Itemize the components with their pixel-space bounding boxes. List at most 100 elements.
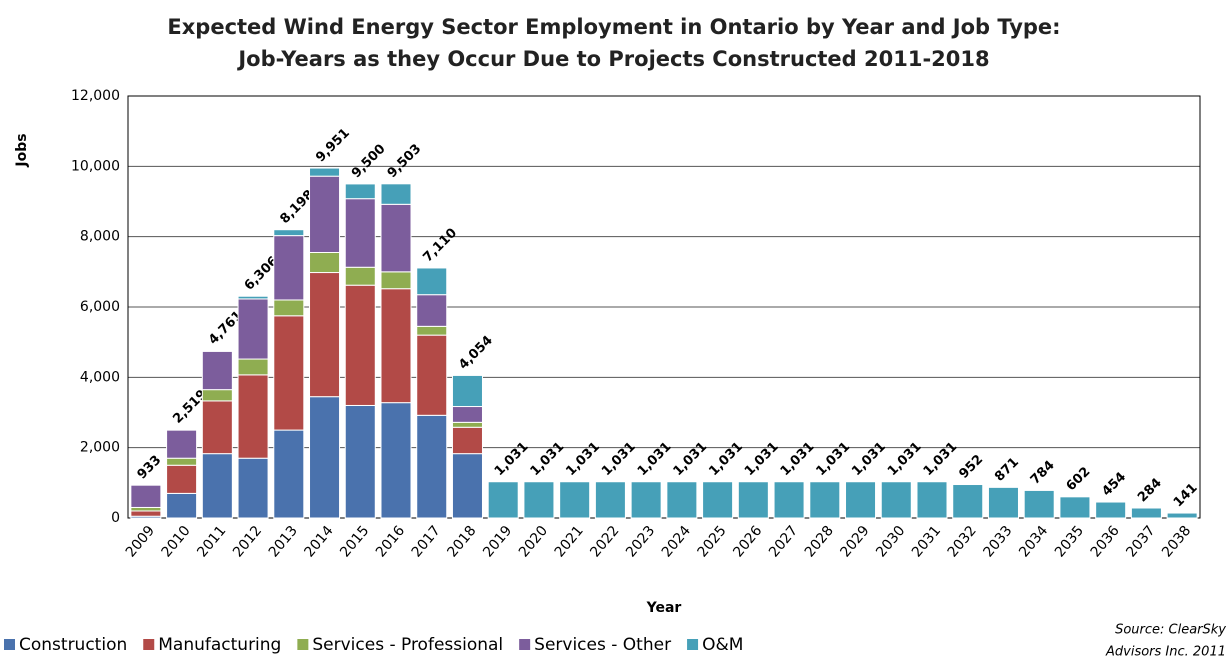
plot-border [127,95,1201,519]
bar-segment [201,389,233,402]
x-tick-label: 2029 [837,523,872,561]
x-tick-label: 2034 [1016,523,1051,561]
total-label: 1,031 [813,439,853,479]
bar-segment [309,272,341,398]
bar-segment [523,481,555,519]
chart-title: Job-Years as they Occur Due to Projects … [236,47,989,71]
bar-segment [451,406,483,423]
bar-segment [451,426,483,455]
bar-segment [380,183,412,205]
y-tick-label: 2,000 [80,440,120,456]
bar-segment [666,481,698,519]
legend-label: Services - Professional [312,635,503,655]
bar-segment [1166,512,1198,519]
bar-segment [201,400,233,455]
x-tick-label: 2018 [444,523,479,561]
x-tick-label: 2036 [1088,523,1123,561]
x-tick-label: 2035 [1052,523,1087,561]
x-tick-label: 2024 [659,523,694,561]
bar-segment [702,481,734,519]
bar-segment [594,481,626,519]
bar-segment [845,481,877,519]
total-label: 9,500 [349,142,389,182]
total-label: 952 [956,452,986,482]
bar-segment [130,484,162,508]
x-tick-label: 2016 [373,523,408,561]
x-tick-label: 2019 [480,523,515,561]
y-tick-label: 10,000 [71,158,120,174]
bar-segment [987,486,1019,519]
total-label: 1,031 [706,439,746,479]
total-label: 1,031 [921,439,961,479]
bar-segment [416,334,448,416]
total-label: 1,031 [563,439,603,479]
total-label: 1,031 [885,439,925,479]
bar-segment [380,271,412,290]
bar-segment [344,284,376,406]
total-label: 1,031 [742,439,782,479]
legend-label: Services - Other [534,635,671,655]
bar-segment [416,325,448,336]
x-tick-label: 2032 [945,523,980,561]
total-label: 284 [1135,476,1165,506]
bar-segment [273,235,305,301]
bar-segment [201,350,233,391]
x-tick-label: 2025 [695,523,730,561]
bar-segment [737,481,769,519]
x-tick-label: 2015 [337,523,372,561]
bar-segment [952,484,984,519]
total-label: 4,054 [456,333,496,373]
chart-title: Expected Wind Energy Sector Employment i… [167,15,1060,39]
bar-segment [344,183,376,200]
bar-segment [451,421,483,428]
x-tick-label: 2010 [159,523,194,561]
legend-swatch [143,639,155,650]
bar-segment [880,481,912,519]
x-tick-label: 2038 [1159,523,1194,561]
bar-segment [451,453,483,519]
bar-segment [201,350,233,352]
bar-segment [416,294,448,327]
bar-segment [773,481,805,519]
bar-segment [201,453,233,519]
x-tick-label: 2028 [802,523,837,561]
bar-segment [273,299,305,317]
total-label: 602 [1064,464,1094,494]
bar-segment [916,481,948,519]
legend-swatch [687,639,699,650]
total-label: 1,031 [671,439,711,479]
x-tick-label: 2027 [766,523,801,561]
x-tick-label: 2022 [587,523,622,561]
x-tick-label: 2013 [266,523,301,561]
bar-segment [309,396,341,519]
bar-segment [487,481,519,519]
total-label: 784 [1028,458,1058,488]
bar-segment [273,229,305,237]
bar-segment [237,295,269,300]
bar-segment [809,481,841,519]
bar-segment [166,492,198,519]
x-tick-label: 2017 [409,523,444,561]
legend-label: O&M [702,635,743,655]
bar-segment [344,266,376,286]
total-label: 454 [1099,470,1129,500]
y-axis-label: Jobs [14,133,30,167]
x-tick-label: 2023 [623,523,658,561]
bar-segment [380,288,412,404]
source: Source: ClearSky [1115,623,1226,638]
y-tick-label: 8,000 [80,229,120,245]
bar-segment [309,175,341,253]
x-tick-label: 2014 [301,523,336,561]
x-axis-label: Year [646,600,682,616]
bar-segment [380,402,412,519]
bar-segment [166,464,198,494]
y-tick-label: 12,000 [71,88,120,104]
total-label: 871 [992,455,1022,485]
legend-label: Manufacturing [158,635,281,655]
bar-segment [273,429,305,519]
bar-segment [1130,507,1162,519]
bar-segment [166,428,198,431]
bar-segment [130,510,162,517]
x-tick-label: 2020 [516,523,551,561]
